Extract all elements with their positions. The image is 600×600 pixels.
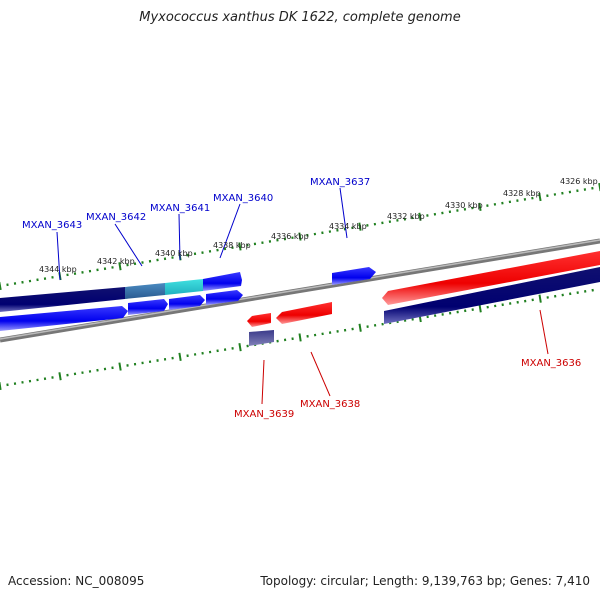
kbp-label: 4336 kbp (271, 232, 309, 241)
gene-MXAN_3639[interactable] (249, 330, 274, 346)
major-tick (418, 212, 422, 221)
gene-MXAN_3641[interactable] (165, 279, 203, 295)
kbp-tick-track-bottom (0, 288, 594, 390)
gene-forward-2[interactable] (128, 299, 168, 315)
kbp-label: 4326 kbp (560, 177, 598, 186)
gene-label-MXAN_3640[interactable]: MXAN_3640 (213, 193, 273, 204)
major-tick (0, 281, 2, 291)
major-tick (298, 333, 302, 342)
kbp-label: 4338 kbp (213, 241, 251, 250)
kbp-label: 4344 kbp (39, 265, 77, 274)
label-leaders (56, 187, 549, 405)
accession-text: Accession: NC_008095 (8, 574, 145, 588)
gene-red-small[interactable] (247, 313, 271, 327)
gene-labels: MXAN_3643 MXAN_3642 MXAN_3641 MXAN_3640 … (22, 177, 581, 420)
gene-label-MXAN_3639[interactable]: MXAN_3639 (234, 409, 294, 420)
gene-label-MXAN_3638[interactable]: MXAN_3638 (300, 399, 360, 410)
genome-summary-text: Topology: circular; Length: 9,139,763 bp… (260, 574, 590, 588)
major-tick (58, 372, 62, 381)
gene-MXAN_3638[interactable] (276, 302, 332, 324)
major-tick (0, 381, 2, 390)
forward-strand (0, 267, 600, 331)
kbp-label: 4328 kbp (503, 189, 541, 198)
major-tick (118, 262, 122, 271)
gene-label-MXAN_3637[interactable]: MXAN_3637 (310, 177, 370, 188)
major-tick (478, 304, 482, 313)
map-title: Myxococcus xanthus DK 1622, complete gen… (139, 10, 461, 25)
major-tick (118, 362, 122, 371)
major-tick (298, 232, 302, 241)
major-tick (538, 294, 542, 303)
major-tick (358, 323, 362, 332)
gene-MXAN_3640[interactable] (203, 272, 242, 291)
major-tick (358, 222, 362, 231)
kbp-label: 4332 kbp (387, 212, 425, 221)
major-tick (238, 242, 242, 251)
gene-label-MXAN_3636[interactable]: MXAN_3636 (521, 358, 581, 369)
kbp-tick-track-top (0, 182, 600, 291)
gene-label-MXAN_3643[interactable]: MXAN_3643 (22, 220, 82, 231)
gene-MXAN_3642[interactable] (125, 283, 165, 299)
gene-label-MXAN_3642[interactable]: MXAN_3642 (86, 212, 146, 223)
gene-MXAN_3636[interactable] (382, 251, 600, 305)
gene-forward-3[interactable] (169, 295, 205, 310)
major-tick (478, 202, 482, 211)
major-tick (238, 343, 242, 352)
kbp-label: 4334 kbp (329, 222, 367, 231)
gene-forward-4[interactable] (206, 290, 243, 305)
kbp-label: 4340 kbp (155, 249, 193, 258)
gene-MXAN_3643[interactable] (0, 287, 125, 312)
kbp-labels: 4344 kbp 4342 kbp 4340 kbp 4338 kbp 4336… (39, 177, 598, 274)
kbp-label: 4342 kbp (97, 257, 135, 266)
reverse-strand (247, 251, 600, 346)
major-tick (538, 192, 542, 202)
major-tick (178, 352, 182, 361)
gene-MXAN_3636-forward[interactable] (384, 267, 600, 324)
gene-label-MXAN_3641[interactable]: MXAN_3641 (150, 203, 210, 214)
gene-MXAN_3637[interactable] (332, 267, 376, 285)
kbp-label: 4330 kbp (445, 201, 483, 210)
genome-backbone-highlight (0, 239, 600, 340)
genome-backbone (0, 238, 600, 343)
gene-forward-1[interactable] (0, 306, 128, 331)
